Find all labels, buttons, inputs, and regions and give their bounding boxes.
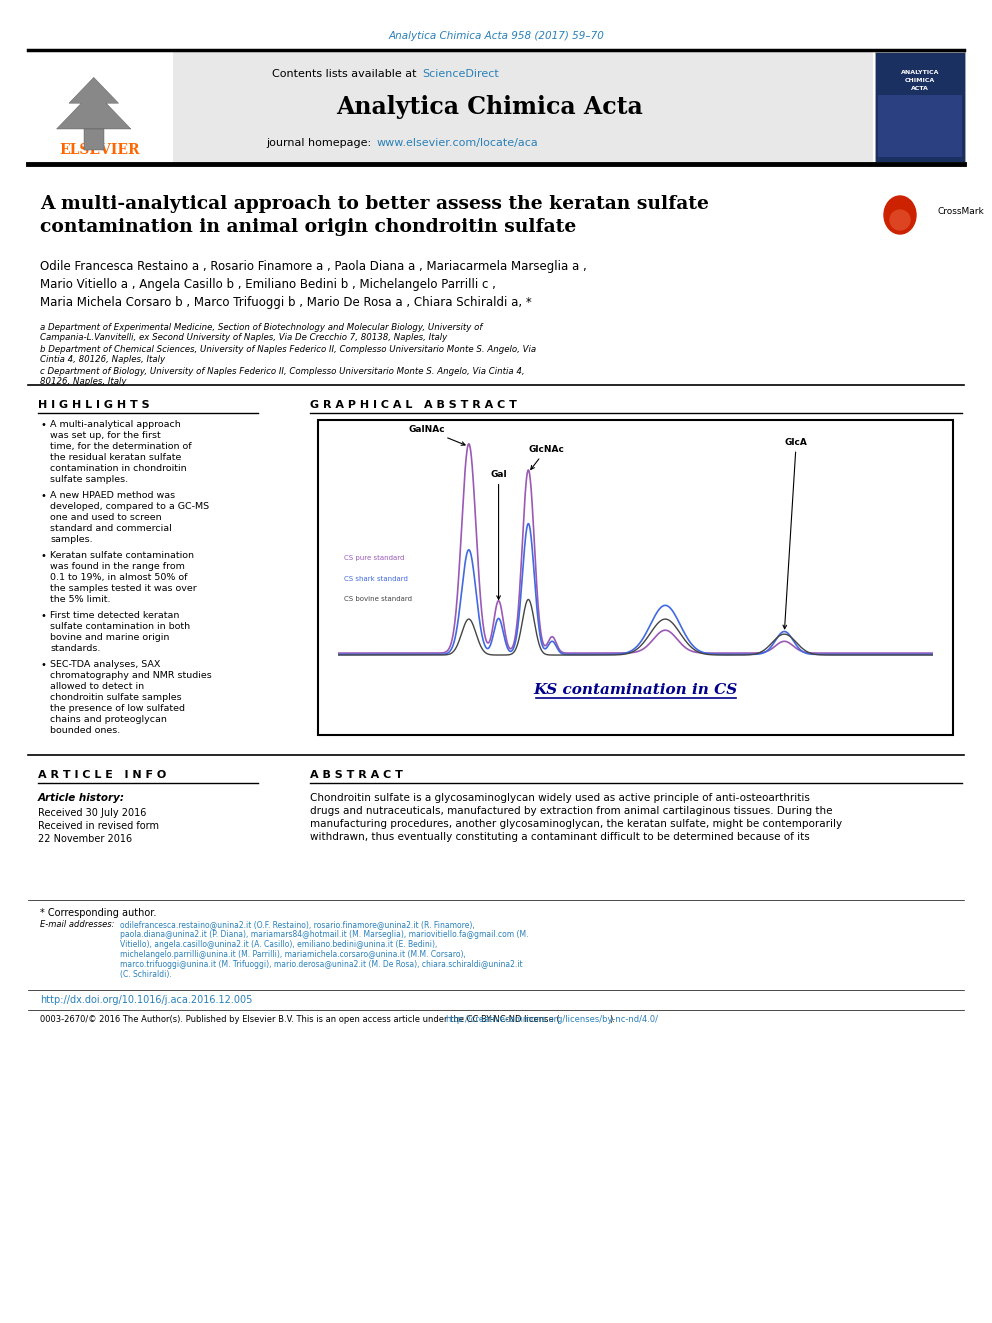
Text: First time detected keratan: First time detected keratan <box>50 611 180 620</box>
Text: Campania-L.Vanvitelli, ex Second University of Naples, Via De Crecchio 7, 80138,: Campania-L.Vanvitelli, ex Second Univers… <box>40 333 447 343</box>
Text: Contents lists available at: Contents lists available at <box>272 69 420 79</box>
Text: journal homepage:: journal homepage: <box>267 138 375 148</box>
Text: b Department of Chemical Sciences, University of Naples Federico II, Complesso U: b Department of Chemical Sciences, Unive… <box>40 345 536 355</box>
Text: drugs and nutraceuticals, manufactured by extraction from animal cartilaginous t: drugs and nutraceuticals, manufactured b… <box>310 806 832 816</box>
Text: GlcA: GlcA <box>783 438 807 628</box>
Text: (C. Schiraldi).: (C. Schiraldi). <box>120 970 172 979</box>
Text: CS pure standard: CS pure standard <box>344 556 404 561</box>
Text: withdrawn, thus eventually constituting a contaminant difficult to be determined: withdrawn, thus eventually constituting … <box>310 832 809 841</box>
Text: Analytica Chimica Acta 958 (2017) 59–70: Analytica Chimica Acta 958 (2017) 59–70 <box>388 30 604 41</box>
Text: allowed to detect in: allowed to detect in <box>50 681 144 691</box>
Bar <box>875 52 965 161</box>
Text: G R A P H I C A L   A B S T R A C T: G R A P H I C A L A B S T R A C T <box>310 400 517 410</box>
Text: 80126, Naples, Italy: 80126, Naples, Italy <box>40 377 127 386</box>
Text: •: • <box>40 491 46 501</box>
Text: Keratan sulfate contamination: Keratan sulfate contamination <box>50 550 194 560</box>
Text: 22 November 2016: 22 November 2016 <box>38 833 132 844</box>
Text: A R T I C L E   I N F O: A R T I C L E I N F O <box>38 770 167 781</box>
Text: sulfate samples.: sulfate samples. <box>50 475 128 484</box>
Text: KS contamination in CS: KS contamination in CS <box>534 683 738 697</box>
Text: developed, compared to a GC-MS: developed, compared to a GC-MS <box>50 501 209 511</box>
Text: •: • <box>40 660 46 669</box>
Text: paola.diana@unina2.it (P. Diana), mariamars84@hotmail.it (M. Marseglia), mariovi: paola.diana@unina2.it (P. Diana), mariam… <box>120 930 529 939</box>
Text: ACTA: ACTA <box>911 86 929 90</box>
Ellipse shape <box>890 210 910 230</box>
Text: time, for the determination of: time, for the determination of <box>50 442 191 451</box>
Text: the residual keratan sulfate: the residual keratan sulfate <box>50 452 182 462</box>
Text: A new HPAED method was: A new HPAED method was <box>50 491 176 500</box>
Text: ELSEVIER: ELSEVIER <box>60 143 140 157</box>
Text: CS bovine standard: CS bovine standard <box>344 595 412 602</box>
Text: GlcNAc: GlcNAc <box>529 445 564 470</box>
Text: 0.1 to 19%, in almost 50% of: 0.1 to 19%, in almost 50% of <box>50 573 187 582</box>
Text: * Corresponding author.: * Corresponding author. <box>40 908 157 918</box>
Text: Analytica Chimica Acta: Analytica Chimica Acta <box>336 95 644 119</box>
Text: sulfate contamination in both: sulfate contamination in both <box>50 622 190 631</box>
Text: c Department of Biology, University of Naples Federico II, Complesso Universitar: c Department of Biology, University of N… <box>40 366 525 376</box>
Text: manufacturing procedures, another glycosaminoglycan, the keratan sulfate, might : manufacturing procedures, another glycos… <box>310 819 842 830</box>
Bar <box>318 419 953 736</box>
Text: a Department of Experimental Medicine, Section of Biotechnology and Molecular Bi: a Department of Experimental Medicine, S… <box>40 323 482 332</box>
Text: CrossMark: CrossMark <box>937 208 984 217</box>
Text: Vitiello), angela.casillo@unina2.it (A. Casillo), emiliano.bedini@unina.it (E. B: Vitiello), angela.casillo@unina2.it (A. … <box>120 941 437 949</box>
Text: Mario Vitiello a , Angela Casillo b , Emiliano Bedini b , Michelangelo Parrilli : Mario Vitiello a , Angela Casillo b , Em… <box>40 278 496 291</box>
Text: bovine and marine origin: bovine and marine origin <box>50 632 170 642</box>
Text: was found in the range from: was found in the range from <box>50 562 185 572</box>
Text: odilefrancesca.restaino@unina2.it (O.F. Restaino), rosario.finamore@unina2.it (R: odilefrancesca.restaino@unina2.it (O.F. … <box>120 919 475 929</box>
Text: was set up, for the first: was set up, for the first <box>50 431 161 441</box>
Text: standards.: standards. <box>50 644 100 654</box>
Text: standard and commercial: standard and commercial <box>50 524 172 533</box>
Text: http://creativecommons.org/licenses/by-nc-nd/4.0/: http://creativecommons.org/licenses/by-n… <box>445 1015 659 1024</box>
Text: michelangelo.parrilli@unina.it (M. Parrilli), mariamichela.corsaro@unina.it (M.M: michelangelo.parrilli@unina.it (M. Parri… <box>120 950 466 959</box>
Text: Received 30 July 2016: Received 30 July 2016 <box>38 808 147 818</box>
Text: the presence of low sulfated: the presence of low sulfated <box>50 704 185 713</box>
Text: samples.: samples. <box>50 534 92 544</box>
Text: bounded ones.: bounded ones. <box>50 726 120 736</box>
Text: Maria Michela Corsaro b , Marco Trifuoggi b , Mario De Rosa a , Chiara Schiraldi: Maria Michela Corsaro b , Marco Trifuogg… <box>40 296 532 310</box>
Text: one and used to screen: one and used to screen <box>50 513 162 523</box>
Text: A multi-analytical approach to better assess the keratan sulfate: A multi-analytical approach to better as… <box>40 194 709 213</box>
Text: E-mail addresses:: E-mail addresses: <box>40 919 114 929</box>
Text: 0003-2670/© 2016 The Author(s). Published by Elsevier B.V. This is an open acces: 0003-2670/© 2016 The Author(s). Publishe… <box>40 1015 559 1024</box>
Text: A multi-analytical approach: A multi-analytical approach <box>50 419 181 429</box>
Text: chains and proteoglycan: chains and proteoglycan <box>50 714 167 724</box>
Text: A B S T R A C T: A B S T R A C T <box>310 770 403 781</box>
Text: ANALYTICA: ANALYTICA <box>901 70 939 74</box>
Text: •: • <box>40 419 46 430</box>
Bar <box>28 52 173 161</box>
Text: www.elsevier.com/locate/aca: www.elsevier.com/locate/aca <box>377 138 539 148</box>
Text: the samples tested it was over: the samples tested it was over <box>50 583 196 593</box>
Text: marco.trifuoggi@unina.it (M. Trifuoggi), mario.derosa@unina2.it (M. De Rosa), ch: marco.trifuoggi@unina.it (M. Trifuoggi),… <box>120 960 523 968</box>
Text: contamination in animal origin chondroitin sulfate: contamination in animal origin chondroit… <box>40 218 576 235</box>
Text: Odile Francesca Restaino a , Rosario Finamore a , Paola Diana a , Mariacarmela M: Odile Francesca Restaino a , Rosario Fin… <box>40 261 586 273</box>
Text: contamination in chondroitin: contamination in chondroitin <box>50 464 186 474</box>
Text: SEC-TDA analyses, SAX: SEC-TDA analyses, SAX <box>50 660 161 669</box>
Text: Cintia 4, 80126, Naples, Italy: Cintia 4, 80126, Naples, Italy <box>40 355 165 364</box>
Polygon shape <box>57 77 131 130</box>
Text: GalNAc: GalNAc <box>409 425 465 446</box>
Text: http://dx.doi.org/10.1016/j.aca.2016.12.005: http://dx.doi.org/10.1016/j.aca.2016.12.… <box>40 995 252 1005</box>
Bar <box>878 95 962 157</box>
Text: CHIMICA: CHIMICA <box>905 78 935 82</box>
Text: ScienceDirect: ScienceDirect <box>422 69 499 79</box>
Ellipse shape <box>884 196 916 234</box>
Bar <box>28 52 873 161</box>
Text: •: • <box>40 550 46 561</box>
Text: Received in revised form: Received in revised form <box>38 822 159 831</box>
Text: H I G H L I G H T S: H I G H L I G H T S <box>38 400 150 410</box>
Text: Article history:: Article history: <box>38 792 125 803</box>
Text: chondroitin sulfate samples: chondroitin sulfate samples <box>50 693 182 703</box>
Text: CS shark standard: CS shark standard <box>344 576 408 582</box>
Text: •: • <box>40 611 46 620</box>
Bar <box>83 130 104 151</box>
Text: ).: ). <box>609 1015 615 1024</box>
Text: Chondroitin sulfate is a glycosaminoglycan widely used as active principle of an: Chondroitin sulfate is a glycosaminoglyc… <box>310 792 809 803</box>
Text: the 5% limit.: the 5% limit. <box>50 595 110 605</box>
Text: Gal: Gal <box>490 470 507 599</box>
Text: chromatography and NMR studies: chromatography and NMR studies <box>50 671 211 680</box>
